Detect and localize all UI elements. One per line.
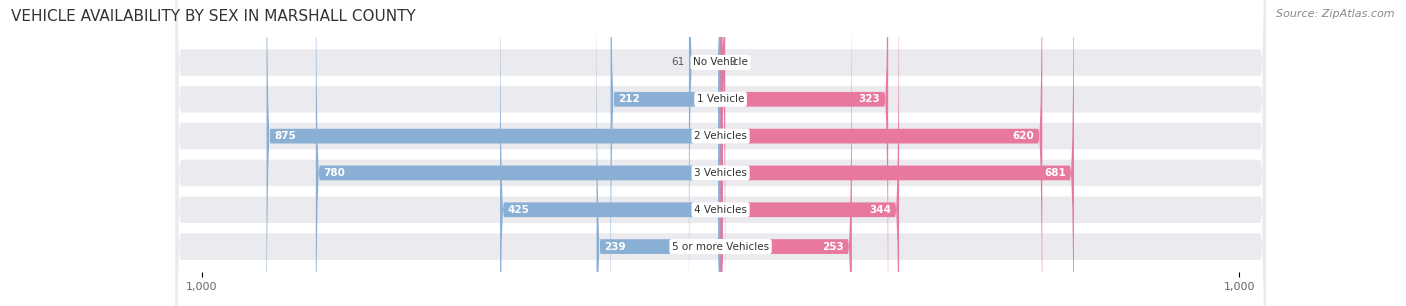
FancyBboxPatch shape <box>721 0 852 306</box>
FancyBboxPatch shape <box>721 0 1074 306</box>
FancyBboxPatch shape <box>176 0 1265 306</box>
FancyBboxPatch shape <box>721 0 1042 306</box>
Text: 323: 323 <box>859 94 880 104</box>
FancyBboxPatch shape <box>176 0 1265 306</box>
Text: 681: 681 <box>1045 168 1066 178</box>
Text: 3 Vehicles: 3 Vehicles <box>695 168 747 178</box>
FancyBboxPatch shape <box>721 0 898 306</box>
Text: 1 Vehicle: 1 Vehicle <box>697 94 744 104</box>
Text: 253: 253 <box>823 241 844 252</box>
FancyBboxPatch shape <box>721 0 889 306</box>
Text: VEHICLE AVAILABILITY BY SEX IN MARSHALL COUNTY: VEHICLE AVAILABILITY BY SEX IN MARSHALL … <box>11 9 416 24</box>
FancyBboxPatch shape <box>501 0 721 306</box>
FancyBboxPatch shape <box>176 0 1265 306</box>
Text: 2 Vehicles: 2 Vehicles <box>695 131 747 141</box>
FancyBboxPatch shape <box>689 0 721 306</box>
FancyBboxPatch shape <box>176 0 1265 306</box>
Text: Source: ZipAtlas.com: Source: ZipAtlas.com <box>1277 9 1395 19</box>
Text: 4 Vehicles: 4 Vehicles <box>695 205 747 215</box>
Text: 9: 9 <box>730 58 735 68</box>
FancyBboxPatch shape <box>176 0 1265 306</box>
FancyBboxPatch shape <box>267 0 721 306</box>
FancyBboxPatch shape <box>316 0 721 306</box>
FancyBboxPatch shape <box>721 0 725 306</box>
Text: 875: 875 <box>274 131 297 141</box>
Text: No Vehicle: No Vehicle <box>693 58 748 68</box>
Text: 5 or more Vehicles: 5 or more Vehicles <box>672 241 769 252</box>
Text: 620: 620 <box>1012 131 1035 141</box>
Text: 425: 425 <box>508 205 530 215</box>
FancyBboxPatch shape <box>596 0 721 306</box>
Text: 780: 780 <box>323 168 346 178</box>
FancyBboxPatch shape <box>610 0 721 306</box>
Text: 212: 212 <box>619 94 640 104</box>
FancyBboxPatch shape <box>176 0 1265 306</box>
Text: 61: 61 <box>672 58 685 68</box>
Text: 344: 344 <box>869 205 891 215</box>
Text: 239: 239 <box>605 241 626 252</box>
